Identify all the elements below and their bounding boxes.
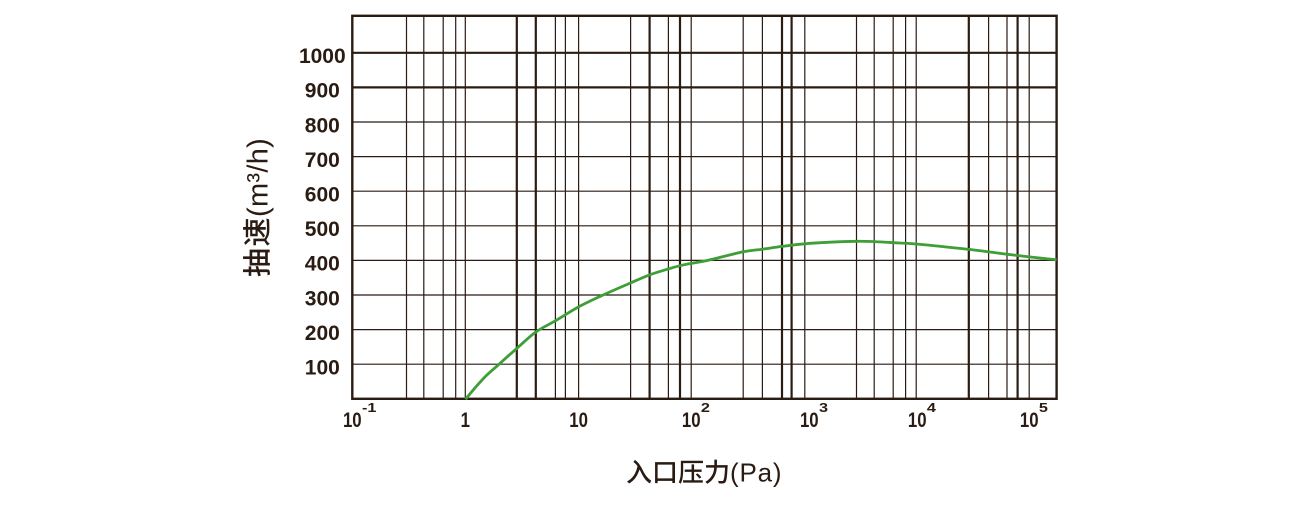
svg-text:800: 800 xyxy=(305,114,340,137)
svg-text:(m³/h): (m³/h) xyxy=(243,138,275,217)
svg-text:-1: -1 xyxy=(362,401,376,415)
svg-text:10: 10 xyxy=(1020,410,1039,433)
svg-text:10: 10 xyxy=(569,410,588,433)
svg-text:5: 5 xyxy=(1039,401,1048,415)
svg-text:10: 10 xyxy=(682,410,701,433)
svg-text:900: 900 xyxy=(305,80,340,103)
svg-text:200: 200 xyxy=(305,322,340,345)
svg-text:10: 10 xyxy=(343,410,362,433)
svg-text:300: 300 xyxy=(305,287,340,310)
svg-text:1000: 1000 xyxy=(299,45,346,68)
svg-text:4: 4 xyxy=(927,401,937,415)
svg-text:600: 600 xyxy=(305,184,340,207)
svg-text:10: 10 xyxy=(800,410,819,433)
svg-text:500: 500 xyxy=(305,218,340,241)
svg-text:10: 10 xyxy=(908,410,927,433)
svg-text:400: 400 xyxy=(305,253,340,276)
svg-text:(Pa): (Pa) xyxy=(730,458,782,488)
svg-text:3: 3 xyxy=(819,401,828,415)
svg-text:2: 2 xyxy=(701,401,710,415)
svg-text:700: 700 xyxy=(305,149,340,172)
svg-text:100: 100 xyxy=(305,357,340,380)
svg-text:1: 1 xyxy=(461,410,471,433)
